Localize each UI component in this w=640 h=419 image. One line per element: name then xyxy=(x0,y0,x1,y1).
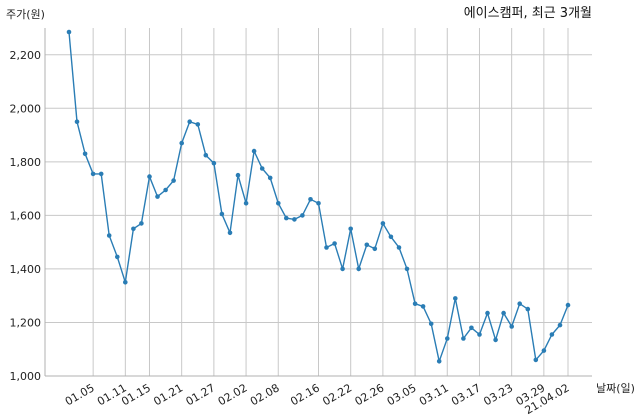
x-axis-label: 날짜(일) xyxy=(596,381,635,395)
data-point xyxy=(372,246,378,252)
data-point xyxy=(179,140,184,146)
data-point xyxy=(557,322,563,328)
data-point xyxy=(469,325,474,331)
data-point xyxy=(106,233,112,238)
data-point xyxy=(412,301,418,307)
x-tick-label: 01.27 xyxy=(184,381,218,408)
data-point xyxy=(155,194,160,199)
y-tick-label: 2,000 xyxy=(10,102,42,115)
data-point xyxy=(66,29,72,35)
data-point xyxy=(396,245,402,250)
data-point xyxy=(74,119,80,124)
data-point xyxy=(267,175,273,181)
x-tick-label: 03.11 xyxy=(417,381,451,408)
data-point xyxy=(219,211,225,217)
data-point xyxy=(276,201,281,206)
data-point xyxy=(436,359,442,364)
data-point xyxy=(404,266,410,272)
y-axis-ticks: 1,000 1,200 1,400 1,600 1,800 2,000 2,200 xyxy=(10,49,42,383)
data-point xyxy=(171,178,176,183)
data-point xyxy=(332,241,337,246)
data-point xyxy=(509,324,514,329)
data-point xyxy=(340,266,345,272)
data-point xyxy=(485,310,490,316)
data-point xyxy=(227,230,233,236)
data-point xyxy=(549,332,555,337)
data-point xyxy=(308,197,313,202)
data-point xyxy=(493,337,498,343)
data-point xyxy=(380,221,386,226)
data-point xyxy=(147,174,152,179)
data-point xyxy=(163,187,168,193)
x-tick-label: 02.08 xyxy=(248,381,282,408)
y-tick-label: 1,800 xyxy=(10,156,42,169)
x-tick-label: 03.05 xyxy=(385,381,419,408)
data-point xyxy=(123,280,128,285)
y-tick-label: 1,600 xyxy=(10,209,42,222)
x-tick-label: 03.17 xyxy=(449,381,483,408)
data-point xyxy=(525,306,531,312)
data-point xyxy=(131,226,136,232)
data-point xyxy=(501,310,506,316)
data-point xyxy=(187,119,192,124)
data-point xyxy=(356,266,362,272)
chart-title: 에이스캠퍼, 최근 3개월 xyxy=(464,6,592,21)
data-point xyxy=(82,151,88,157)
y-tick-label: 1,200 xyxy=(10,316,42,329)
data-point xyxy=(251,148,257,154)
y-tick-label: 1,400 xyxy=(10,263,42,276)
x-tick-label: 02.26 xyxy=(353,381,387,408)
data-point xyxy=(453,296,458,301)
data-point xyxy=(139,221,144,226)
data-point xyxy=(388,234,394,240)
x-tick-label: 02.16 xyxy=(288,381,322,408)
data-point xyxy=(445,336,450,341)
y-tick-label: 1,000 xyxy=(10,370,42,383)
data-point xyxy=(284,215,289,221)
x-tick-label: 01.21 xyxy=(151,381,185,408)
data-point xyxy=(428,321,434,327)
data-point xyxy=(259,166,265,171)
data-point xyxy=(420,304,426,309)
data-point xyxy=(565,302,571,308)
data-point xyxy=(115,254,120,260)
price-data-points xyxy=(66,29,571,364)
y-tick-label: 2,200 xyxy=(10,49,42,62)
x-tick-label: 01.05 xyxy=(63,381,97,408)
data-point xyxy=(461,336,466,341)
data-point xyxy=(203,152,209,158)
data-point xyxy=(300,213,305,218)
data-point xyxy=(90,171,96,177)
y-axis-label: 주가(원) xyxy=(6,8,45,21)
data-point xyxy=(348,226,354,232)
data-point xyxy=(533,357,539,363)
x-tick-label: 02.02 xyxy=(216,381,250,408)
data-point xyxy=(541,348,547,353)
data-point xyxy=(517,301,522,307)
data-point xyxy=(195,122,201,127)
data-point xyxy=(211,160,217,166)
data-point xyxy=(364,242,370,248)
data-point xyxy=(477,332,482,337)
x-tick-label: 02.22 xyxy=(320,381,354,408)
data-point xyxy=(98,171,104,177)
data-point xyxy=(324,245,329,250)
x-tick-label: 03.23 xyxy=(481,381,515,408)
data-point xyxy=(243,201,249,206)
data-point xyxy=(316,201,321,206)
data-point xyxy=(235,172,241,178)
data-point xyxy=(292,217,297,222)
